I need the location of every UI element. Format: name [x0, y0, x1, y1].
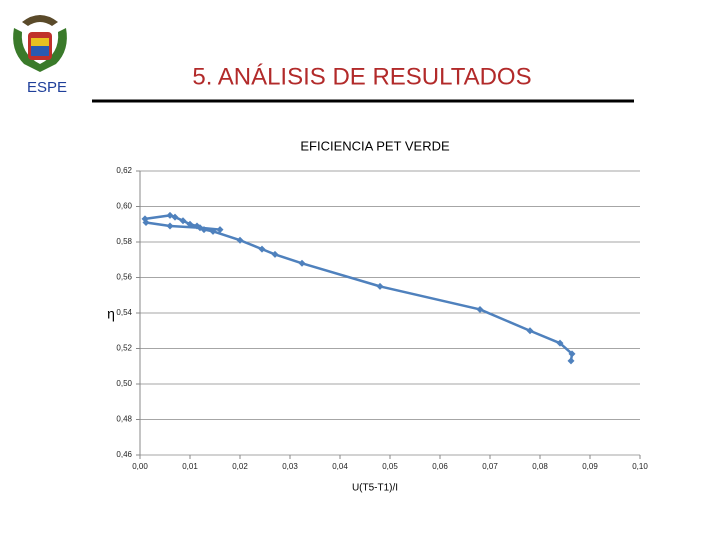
- x-tick-label: 0,10: [632, 462, 648, 471]
- x-tick-label: 0,01: [182, 462, 198, 471]
- x-tick-label: 0,05: [382, 462, 398, 471]
- data-point: [567, 357, 575, 365]
- logo-text: ESPE: [27, 79, 67, 96]
- x-tick-label: 0,04: [332, 462, 348, 471]
- data-point: [568, 350, 576, 358]
- x-tick-label: 0,09: [582, 462, 598, 471]
- logo: [13, 15, 67, 72]
- y-tick-label: 0,54: [116, 308, 132, 317]
- data-point: [556, 339, 564, 347]
- x-tick-label: 0,06: [432, 462, 448, 471]
- x-tick-label: 0,07: [482, 462, 498, 471]
- data-point: [258, 245, 266, 253]
- data-point: [298, 259, 306, 267]
- y-tick-label: 0,50: [116, 379, 132, 388]
- data-point: [236, 236, 244, 244]
- y-tick-label: 0,46: [116, 450, 132, 459]
- chart-title: EFICIENCIA PET VERDE: [300, 138, 450, 153]
- y-tick-label: 0,48: [116, 415, 132, 424]
- x-axis-label: U(T5-T1)/I: [352, 483, 398, 494]
- data-point: [216, 226, 224, 234]
- data-point: [166, 211, 174, 219]
- data-point: [476, 305, 484, 313]
- slide-title: 5. ANÁLISIS DE RESULTADOS: [192, 63, 531, 90]
- y-tick-label: 0,58: [116, 237, 132, 246]
- data-point: [179, 217, 187, 225]
- x-tick-label: 0,03: [282, 462, 298, 471]
- y-tick-label: 0,60: [116, 202, 132, 211]
- data-point: [196, 224, 204, 232]
- data-point: [209, 227, 217, 235]
- x-tick-label: 0,02: [232, 462, 248, 471]
- data-point: [526, 327, 534, 335]
- y-tick-label: 0,52: [116, 344, 132, 353]
- series-line: [143, 214, 574, 362]
- x-tick-label: 0,00: [132, 462, 148, 471]
- data-point: [271, 250, 279, 258]
- x-tick-label: 0,08: [532, 462, 548, 471]
- y-tick-label: 0,56: [116, 273, 132, 282]
- y-tick-label: 0,62: [116, 166, 132, 175]
- data-point: [376, 282, 384, 290]
- data-point: [186, 220, 194, 228]
- data-point: [166, 222, 174, 230]
- y-axis-label: η: [107, 306, 115, 322]
- data-point: [142, 218, 150, 226]
